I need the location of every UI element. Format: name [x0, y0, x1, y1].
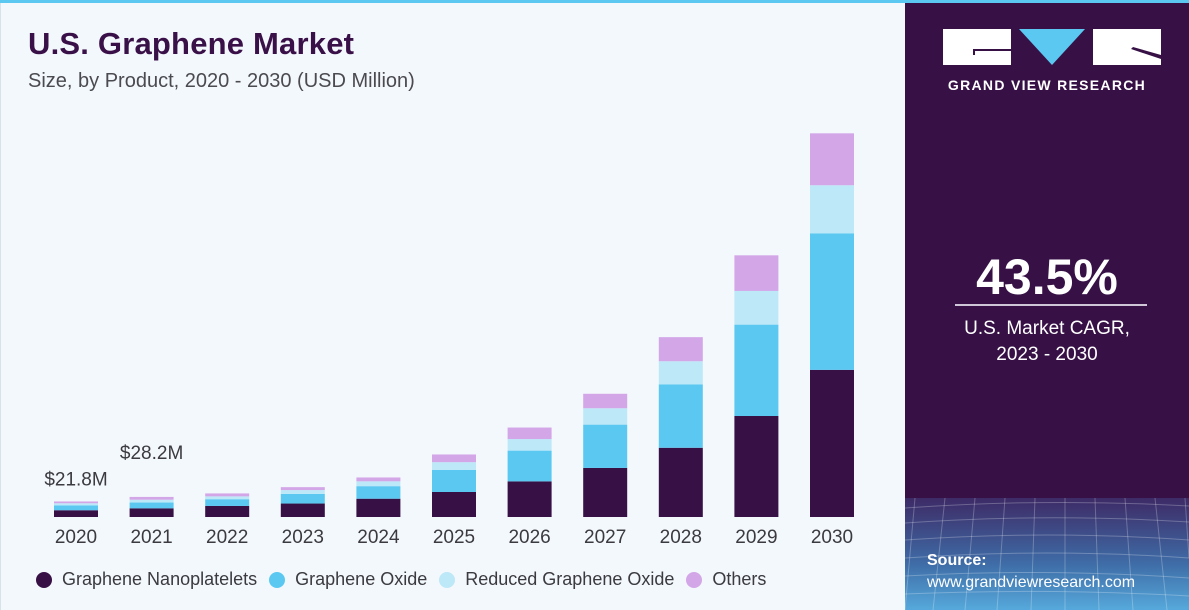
bar-segment-reduced-graphene-oxide-2029: [734, 290, 779, 325]
bar-segment-graphene-oxide-2022: [205, 499, 250, 506]
bar-segment-graphene-nanoplatelets-2025: [432, 492, 476, 517]
bar-segment-graphene-nanoplatelets-2029: [734, 416, 779, 517]
legend-item: Graphene Nanoplatelets: [36, 569, 257, 590]
grid-background: [905, 497, 1189, 610]
bar-segment-others-2022: [205, 493, 250, 497]
legend-item: Others: [686, 569, 766, 590]
data-label-2020: $21.8M: [44, 469, 107, 490]
legend-item: Reduced Graphene Oxide: [439, 569, 674, 590]
x-tick-label: 2029: [735, 527, 777, 548]
bar-segment-reduced-graphene-oxide-2026: [507, 439, 552, 451]
bar-segment-graphene-nanoplatelets-2020: [54, 510, 98, 517]
bar-segment-others-2020: [54, 501, 98, 504]
sidebar-panel: GRAND VIEW RESEARCH 43.5% U.S. Market CA…: [905, 3, 1189, 610]
bar-segment-graphene-oxide-2025: [432, 469, 476, 493]
legend: Graphene Nanoplatelets Graphene Oxide Redu…: [36, 569, 778, 590]
mesh-grid-icon: [905, 497, 1189, 610]
x-tick-label: 2024: [357, 527, 400, 548]
bar-segment-graphene-nanoplatelets-2026: [507, 481, 552, 517]
bar-segment-others-2023: [280, 487, 325, 491]
legend-label: Graphene Nanoplatelets: [62, 569, 258, 589]
chart-subtitle: Size, by Product, 2020 - 2030 (USD Milli…: [28, 70, 415, 92]
brand-name: GRAND VIEW RESEARCH: [947, 77, 1147, 93]
x-tick-label: 2025: [433, 527, 475, 548]
bar-segment-graphene-oxide-2027: [583, 424, 628, 468]
bar-segment-reduced-graphene-oxide-2024: [356, 481, 401, 487]
bar-segment-others-2025: [432, 454, 476, 463]
legend-dot-icon: [686, 571, 703, 588]
bar-segment-graphene-oxide-2024: [356, 486, 401, 499]
bar-segment-graphene-oxide-2021: [129, 502, 174, 509]
x-tick-label: 2028: [660, 527, 702, 548]
data-label-2021: $28.2M: [120, 443, 183, 464]
bar-segment-graphene-nanoplatelets-2022: [205, 505, 250, 517]
bar-segment-graphene-nanoplatelets-2021: [129, 508, 174, 517]
x-tick-label: 2020: [55, 527, 97, 548]
x-tick-label: 2021: [130, 527, 172, 548]
legend-dot-icon: [269, 571, 286, 588]
legend-label: Others: [712, 569, 767, 589]
source-title: Source:: [927, 552, 987, 569]
stacked-bar-chart: 2020 2021 2022 2023 2024 2025 2026 2027 2028 2029…: [44, 133, 854, 548]
x-tick-label: 2030: [811, 527, 853, 548]
top-accent-line: [0, 0, 1189, 3]
bar-segment-others-2026: [507, 427, 552, 440]
cagr-label-line2: 2023 - 2030: [996, 344, 1098, 365]
bar-segment-graphene-nanoplatelets-2030: [810, 369, 854, 517]
source-url[interactable]: www.grandviewresearch.com: [927, 574, 1136, 591]
bar-segment-graphene-oxide-2030: [810, 233, 854, 370]
bar-segment-reduced-graphene-oxide-2023: [280, 490, 325, 494]
cagr-value: 43.5%: [976, 249, 1118, 305]
bar-segment-reduced-graphene-oxide-2030: [810, 185, 854, 234]
bar-segment-others-2027: [583, 393, 628, 409]
cagr-label: U.S. Market CAGR, 2023 - 2030: [905, 316, 1189, 368]
bar-segment-others-2024: [356, 477, 401, 482]
bar-segment-reduced-graphene-oxide-2022: [205, 496, 250, 500]
bar-segment-reduced-graphene-oxide-2028: [658, 361, 703, 385]
bar-segment-graphene-oxide-2026: [507, 450, 552, 482]
bar-segment-others-2021: [129, 496, 174, 500]
bar-segment-graphene-oxide-2023: [280, 493, 325, 504]
bar-segment-graphene-nanoplatelets-2023: [280, 503, 325, 517]
cagr-label-line1: U.S. Market CAGR,: [964, 318, 1130, 339]
bar-segment-reduced-graphene-oxide-2021: [129, 499, 174, 503]
legend-dot-icon: [36, 571, 52, 588]
bar-segment-reduced-graphene-oxide-2025: [432, 462, 476, 470]
x-tick-label: 2023: [282, 527, 324, 548]
bar-segment-graphene-oxide-2028: [658, 384, 703, 448]
cagr-divider: [955, 304, 1147, 306]
legend-dot-icon: [439, 571, 456, 588]
bar-segment-others-2028: [658, 337, 703, 362]
bar-segment-graphene-nanoplatelets-2024: [356, 498, 401, 517]
x-tick-label: 2022: [206, 527, 248, 548]
bar-segment-others-2029: [734, 255, 779, 291]
bar-segment-reduced-graphene-oxide-2020: [54, 503, 98, 506]
bar-segment-graphene-nanoplatelets-2028: [658, 447, 703, 517]
legend-label: Reduced Graphene Oxide: [465, 569, 675, 589]
bar-segment-others-2030: [810, 133, 854, 186]
legend-item: Graphene Oxide: [269, 569, 427, 590]
bar-segment-reduced-graphene-oxide-2027: [583, 408, 628, 425]
bar-segment-graphene-oxide-2029: [734, 324, 779, 417]
x-tick-label: 2026: [508, 527, 550, 548]
legend-label: Graphene Oxide: [295, 569, 428, 589]
chart-title: U.S. Graphene Market: [28, 26, 355, 61]
bar-segment-graphene-nanoplatelets-2027: [583, 467, 628, 517]
bar-segment-graphene-oxide-2020: [54, 505, 98, 511]
x-tick-label: 2027: [584, 527, 626, 548]
gvr-logo-icon: [943, 29, 1161, 65]
